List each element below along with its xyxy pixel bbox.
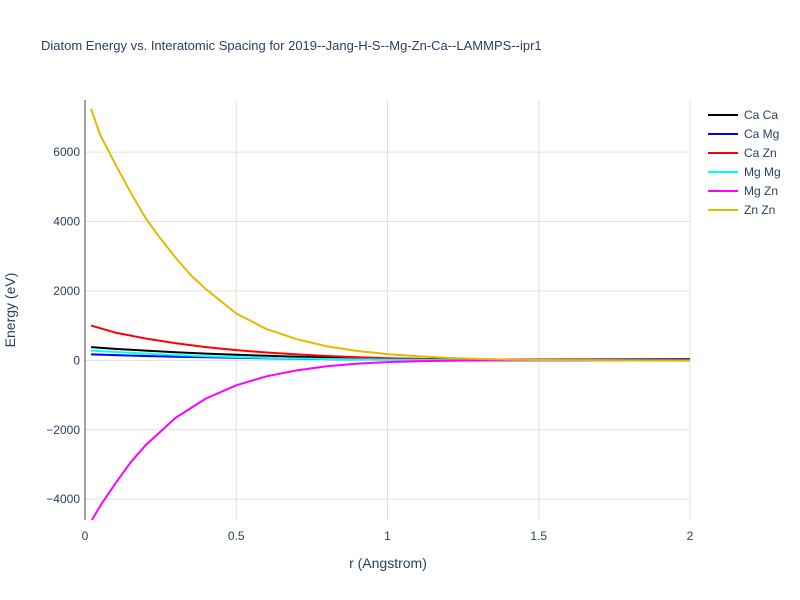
legend-label: Mg Zn bbox=[744, 184, 778, 198]
x-tick-label: 1 bbox=[384, 529, 391, 543]
x-tick-label: 1.5 bbox=[530, 529, 547, 543]
series-line-mg-zn bbox=[90, 359, 690, 520]
legend-item-ca-zn[interactable]: Ca Zn bbox=[708, 146, 777, 160]
y-axis-title: Energy (eV) bbox=[2, 273, 18, 348]
chart-title: Diatom Energy vs. Interatomic Spacing fo… bbox=[41, 38, 542, 53]
x-tick-label: 2 bbox=[687, 529, 694, 543]
legend-label: Ca Ca bbox=[744, 108, 778, 122]
y-tick-label: −4000 bbox=[46, 492, 80, 506]
legend-label: Mg Mg bbox=[744, 165, 781, 179]
x-axis-title: r (Angstrom) bbox=[349, 555, 427, 571]
grid bbox=[84, 100, 691, 520]
y-tick-label: 6000 bbox=[53, 145, 80, 159]
legend-label: Ca Mg bbox=[744, 127, 779, 141]
y-tick-label: 2000 bbox=[53, 284, 80, 298]
legend-item-mg-mg[interactable]: Mg Mg bbox=[708, 165, 781, 179]
legend-item-ca-mg[interactable]: Ca Mg bbox=[708, 127, 779, 141]
x-tick-label: 0.5 bbox=[228, 529, 245, 543]
legend-item-mg-zn[interactable]: Mg Zn bbox=[708, 184, 778, 198]
legend-label: Zn Zn bbox=[744, 203, 775, 217]
legend-item-zn-zn[interactable]: Zn Zn bbox=[708, 203, 775, 217]
y-tick-label: −2000 bbox=[46, 423, 80, 437]
legend-item-ca-ca[interactable]: Ca Ca bbox=[708, 108, 778, 122]
y-tick-label: 0 bbox=[73, 353, 80, 367]
plot-series bbox=[90, 108, 690, 520]
legend[interactable]: Ca Ca Ca Mg Ca Zn Mg Mg Mg Zn Zn Zn bbox=[708, 108, 781, 217]
legend-label: Ca Zn bbox=[744, 146, 777, 160]
series-line-zn-zn bbox=[90, 108, 690, 362]
tick-labels: 0 0.5 1 1.5 2 −4000 −2000 0 2000 4000 6000 bbox=[46, 145, 693, 543]
x-tick-label: 0 bbox=[82, 529, 89, 543]
y-tick-label: 4000 bbox=[53, 214, 80, 228]
